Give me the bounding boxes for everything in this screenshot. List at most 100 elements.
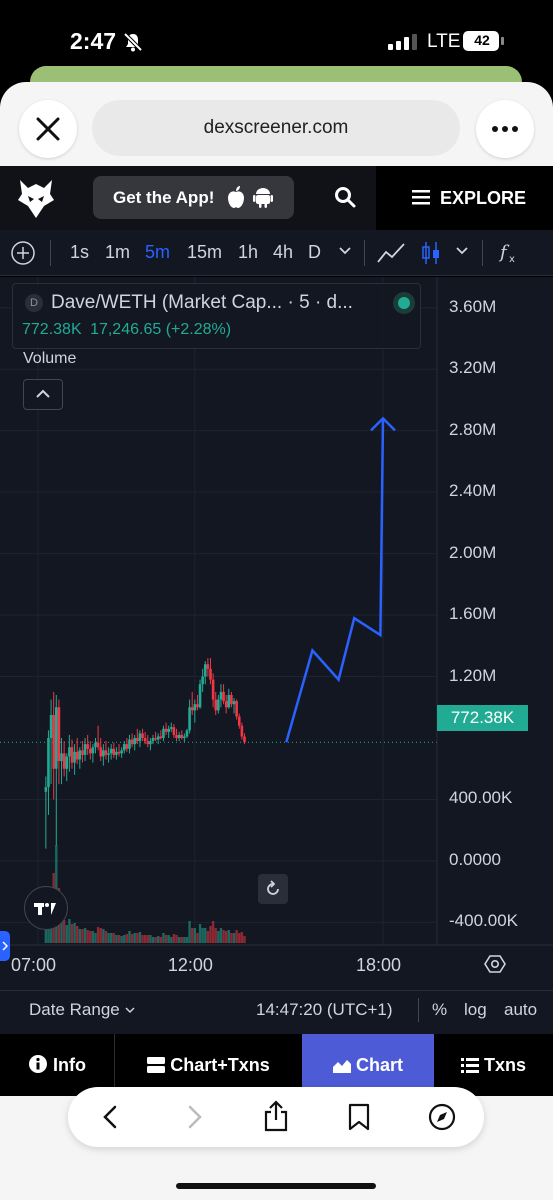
timeframe-1h[interactable]: 1h — [238, 242, 259, 262]
percent-scale-toggle[interactable]: % — [432, 1000, 448, 1019]
sidebar-toggle[interactable] — [0, 931, 10, 961]
reset-chart-button[interactable] — [258, 874, 288, 904]
volume-bar — [159, 937, 163, 943]
volume-bar — [211, 921, 215, 943]
list-icon — [460, 1058, 479, 1073]
price-axis-label: 1.20M — [449, 665, 497, 685]
timeframe-D[interactable]: D — [308, 242, 321, 262]
volume-bar — [81, 929, 84, 943]
volume-bar — [96, 927, 100, 943]
chart-clock[interactable]: 14:47:20 (UTC+1) — [256, 1000, 393, 1019]
volume-bar — [130, 934, 134, 943]
volume-bar — [125, 934, 129, 943]
explore-button[interactable]: EXPLORE — [376, 166, 553, 230]
candle-body — [122, 744, 126, 751]
timeframe-4h[interactable]: 4h — [273, 242, 294, 262]
chart-settings-icon[interactable] — [484, 953, 506, 975]
info-icon — [28, 1055, 47, 1073]
chart-area[interactable] — [0, 277, 553, 990]
timeframe-1s[interactable]: 1s — [70, 242, 90, 262]
volume-bar — [204, 928, 207, 943]
chart-title[interactable]: Dave/WETH (Market Cap... · 5 · d... — [51, 292, 353, 313]
candlestick-icon[interactable] — [420, 240, 442, 266]
candle-body — [180, 734, 184, 739]
battery-icon — [463, 31, 504, 51]
bell-muted-icon — [123, 32, 143, 52]
candle-body — [164, 728, 168, 732]
candle-body — [65, 756, 69, 769]
volume-bar — [196, 933, 199, 943]
candle-body — [177, 734, 181, 739]
tab-chart[interactable]: Chart — [302, 1034, 434, 1096]
candle-body — [198, 684, 202, 708]
tradingview-logo[interactable] — [24, 886, 68, 930]
tab-txns[interactable]: Txns — [434, 1034, 553, 1096]
volume-bar — [183, 937, 186, 943]
timeframe-5m[interactable]: 5m — [145, 242, 171, 262]
token-avatar: D — [25, 294, 43, 312]
volume-bar — [115, 935, 118, 943]
volume-bar — [94, 933, 97, 943]
tab-info[interactable]: Info — [0, 1034, 114, 1096]
price-axis-label: 2.00M — [449, 542, 497, 562]
reset-icon — [267, 880, 279, 895]
close-tab-button[interactable] — [19, 100, 77, 158]
volume-bar — [120, 936, 123, 943]
volume-bar — [89, 931, 92, 943]
date-range-button[interactable]: Date Range — [29, 1000, 136, 1020]
candle-body — [214, 699, 218, 711]
url-bar[interactable]: dexscreener.com — [92, 100, 460, 156]
candle-body — [138, 733, 142, 742]
tab-chart-txns[interactable]: Chart+Txns — [115, 1034, 302, 1096]
dexscreener-logo-icon[interactable] — [16, 176, 56, 220]
candle-body — [201, 676, 204, 685]
chevron-down-icon[interactable] — [338, 246, 352, 256]
volume-bar — [201, 928, 204, 943]
volume-bar — [136, 933, 139, 943]
tab-label: Info — [53, 1055, 86, 1075]
candle-body — [143, 738, 147, 742]
log-scale-toggle[interactable]: log — [464, 1000, 487, 1019]
candle-body — [120, 750, 123, 754]
back-arrow-icon[interactable] — [100, 1104, 122, 1130]
forward-arrow-icon[interactable] — [183, 1104, 205, 1130]
chart-bottom-bar — [0, 990, 553, 1034]
network-label: LTE — [427, 31, 461, 52]
android-icon — [253, 188, 273, 208]
chevron-down-icon[interactable] — [455, 246, 469, 256]
candle-body — [52, 714, 55, 769]
timeframe-15m[interactable]: 15m — [187, 242, 223, 262]
price-axis-label: 3.60M — [449, 296, 497, 316]
line-chart-icon[interactable] — [376, 240, 406, 266]
bookmarks-icon[interactable] — [347, 1103, 371, 1131]
auto-scale-toggle[interactable]: auto — [504, 1000, 538, 1019]
more-options-button[interactable] — [476, 100, 534, 158]
menu-icon — [412, 190, 430, 205]
search-icon[interactable] — [334, 186, 356, 208]
date-range-label: Date Range — [29, 1000, 120, 1019]
volume-bar — [78, 929, 82, 943]
timeframe-1m[interactable]: 1m — [105, 242, 131, 262]
candle-body — [196, 704, 199, 708]
compass-icon[interactable] — [428, 1103, 456, 1131]
volume-label: Volume — [23, 350, 77, 367]
indicators-fx-icon[interactable]: f x — [498, 240, 522, 266]
add-indicator-icon[interactable] — [10, 240, 36, 266]
volume-bar — [206, 931, 210, 943]
volume-bar — [157, 936, 160, 943]
tab-divider — [114, 1034, 115, 1096]
volume-bar — [117, 935, 121, 943]
area-chart-icon — [332, 1060, 351, 1073]
price-axis-label: -400.00K — [449, 911, 518, 931]
collapse-legend-button[interactable] — [23, 379, 63, 410]
volume-bar — [128, 931, 131, 943]
volume-bar — [109, 933, 113, 943]
candle-body — [206, 664, 210, 669]
chevron-down-icon — [125, 1007, 135, 1014]
candle-body — [193, 704, 197, 711]
candle-body — [60, 753, 63, 762]
market-status-indicator[interactable] — [393, 292, 415, 314]
volume-bar — [175, 935, 178, 943]
share-icon[interactable] — [262, 1100, 290, 1132]
candle-body — [88, 748, 92, 754]
